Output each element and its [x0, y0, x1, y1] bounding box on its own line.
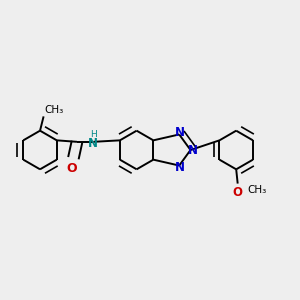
Text: O: O — [233, 186, 243, 199]
Text: N: N — [175, 126, 185, 139]
Text: O: O — [67, 162, 77, 175]
Text: N: N — [175, 161, 185, 174]
Text: CH₃: CH₃ — [44, 105, 63, 115]
Text: N: N — [188, 143, 198, 157]
Text: N: N — [88, 136, 98, 149]
Text: H: H — [90, 130, 97, 140]
Text: CH₃: CH₃ — [247, 185, 266, 195]
